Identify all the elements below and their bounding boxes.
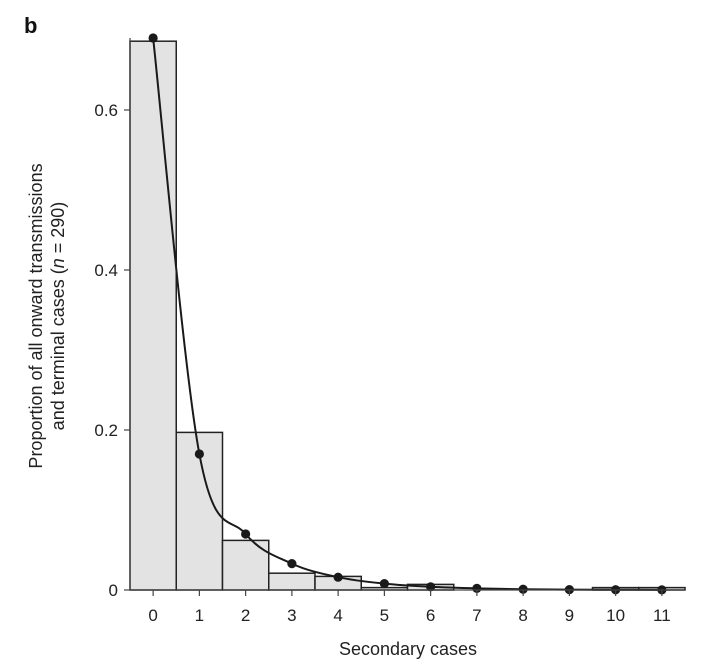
x-tick-label-11: 11 [653,606,671,625]
axes-group: 0 0.2 0.4 0.6 0 1 2 3 4 5 6 7 8 9 10 11 [94,38,685,625]
y-axis-title: Proportion of all onward transmissions a… [26,163,68,468]
y-axis-title-italic: n [48,258,68,268]
bar-3 [268,572,316,591]
fit-points-group [148,33,667,595]
fit-point-6 [426,582,436,592]
y-tick-label-0: 0 [109,581,118,600]
fit-point-8 [518,584,528,594]
x-axis-title: Secondary cases [339,639,477,659]
x-tick-label-6: 6 [426,606,435,625]
y-tick-label-0.6: 0.6 [94,101,118,120]
bar-0 [129,40,177,591]
x-tick-label-10: 10 [606,606,625,625]
y-axis-title-prefix: and terminal cases ( [48,268,68,430]
x-tick-label-4: 4 [333,606,342,625]
fit-point-0 [148,33,158,43]
x-tick-label-0: 0 [148,606,157,625]
fit-point-4 [333,572,343,582]
x-tick-label-1: 1 [195,606,204,625]
fit-point-2 [241,529,251,539]
x-tick-label-3: 3 [287,606,296,625]
fit-curve-group [152,37,662,591]
y-axis-title-suffix: = 290) [48,202,68,259]
y-tick-label-0.4: 0.4 [94,261,118,280]
fit-point-7 [472,583,482,594]
x-tick-label-2: 2 [241,606,250,625]
y-axis-title-line1: Proportion of all onward transmissions [26,163,46,468]
bars-group [129,40,686,591]
fit-point-1 [194,449,204,459]
fit-point-5 [379,579,389,589]
fit-point-3 [287,559,297,569]
y-tick-label-0.2: 0.2 [94,421,118,440]
x-tick-label-7: 7 [472,606,481,625]
x-tick-label-9: 9 [565,606,574,625]
fit-curve [152,37,662,591]
panel-label: b [24,13,37,38]
x-tick-label-8: 8 [518,606,527,625]
x-tick-label-5: 5 [380,606,389,625]
y-axis-title-line2: and terminal cases (n = 290) [48,202,68,431]
